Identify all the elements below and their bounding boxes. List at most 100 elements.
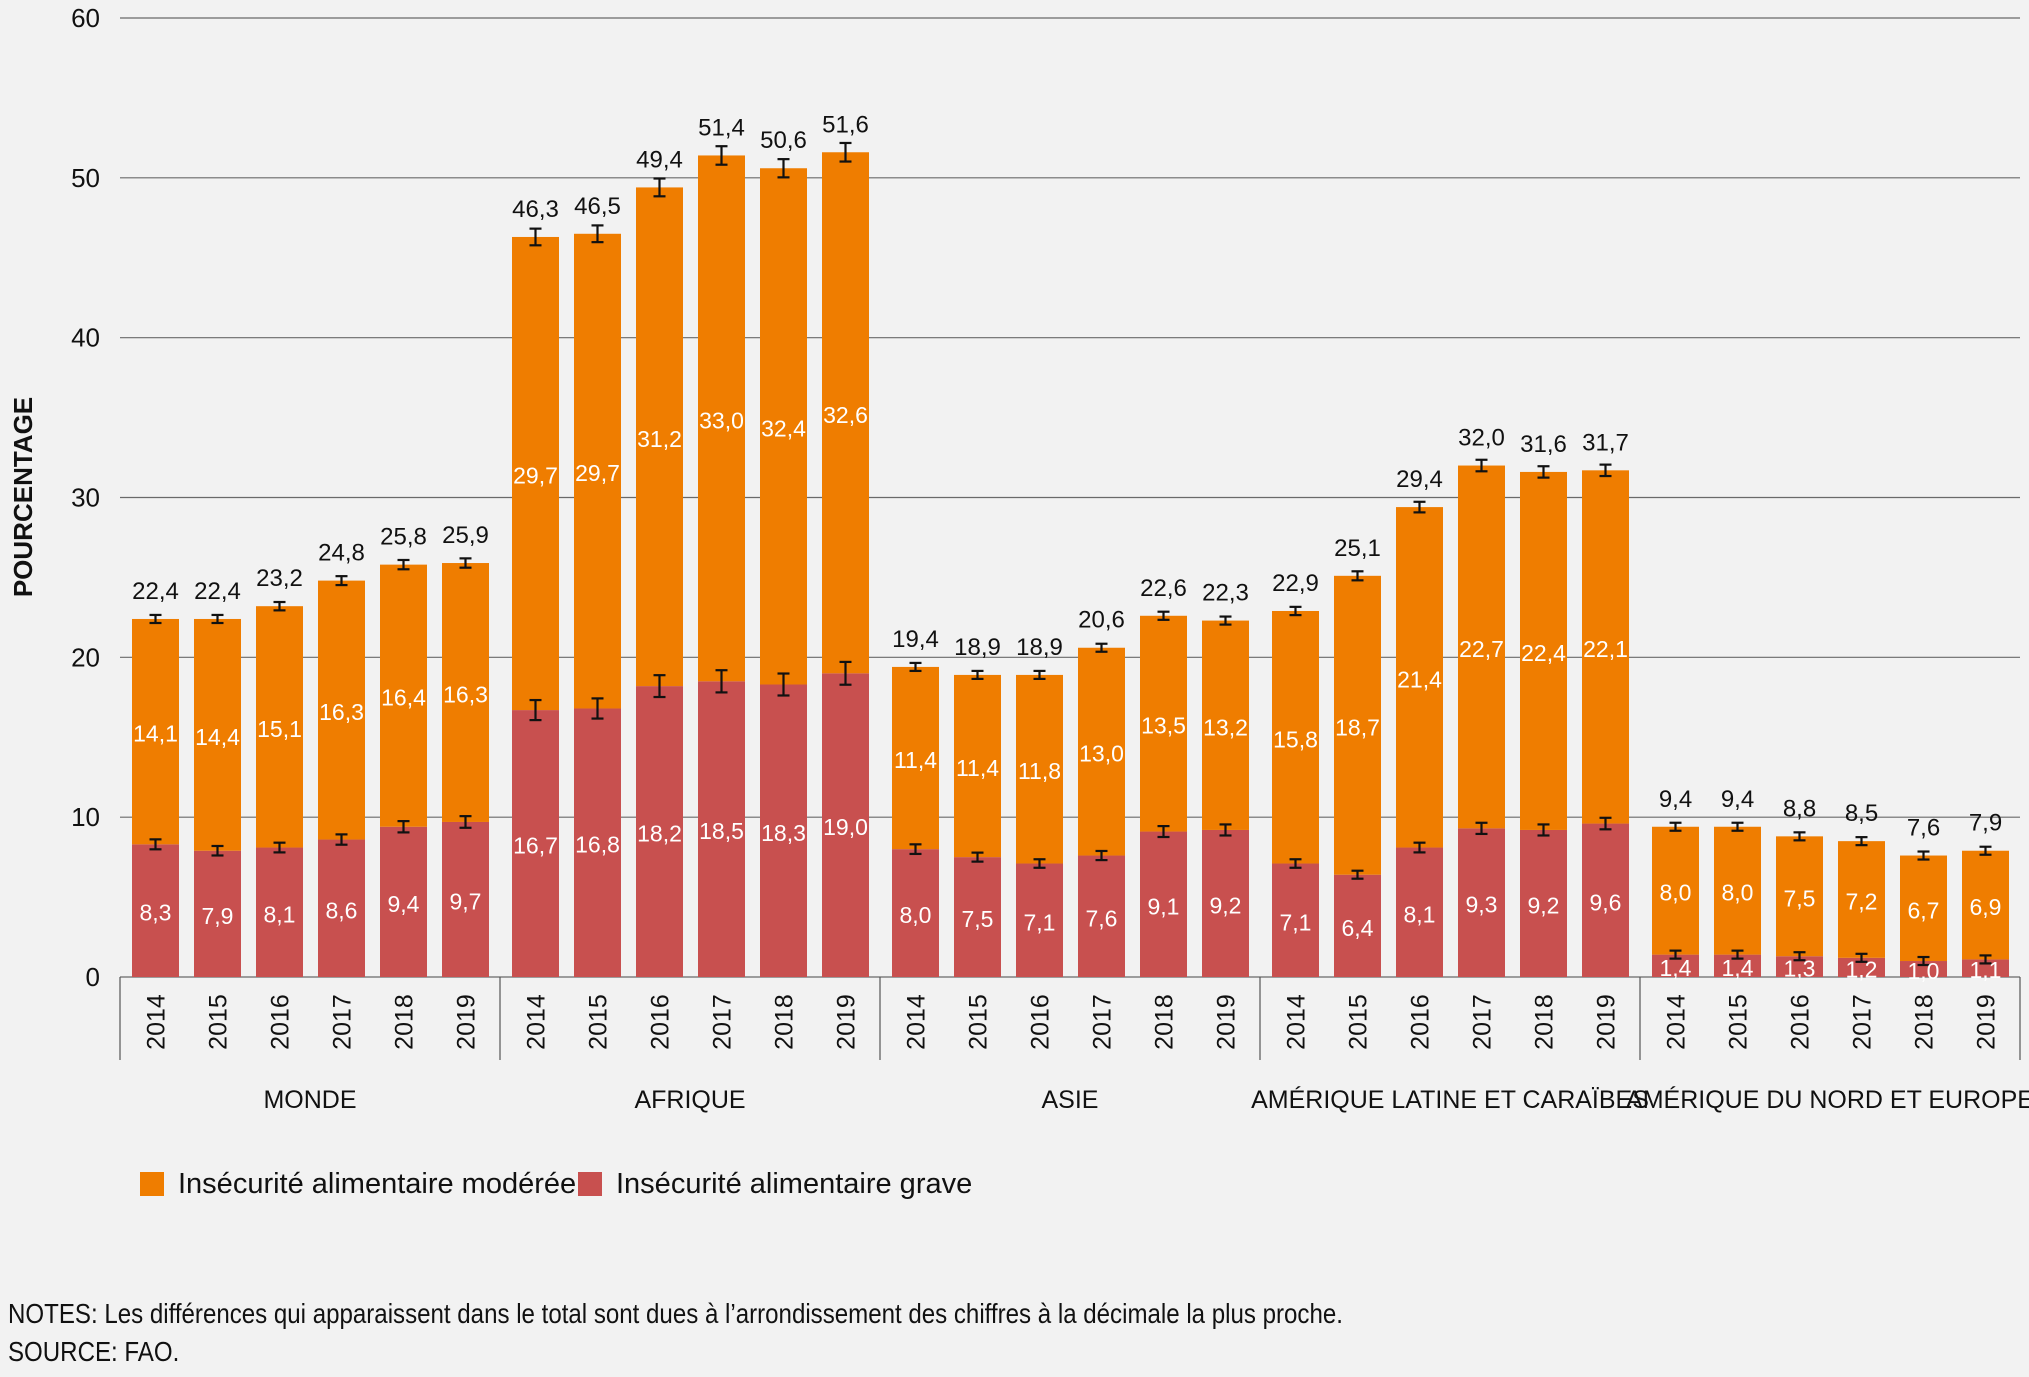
x-tick-label-year: 2016 (1027, 994, 1055, 1050)
error-bar-severe (1219, 823, 1232, 837)
label-severe: 7,1 (1024, 909, 1056, 935)
label-total: 29,4 (1396, 466, 1443, 493)
label-moderate: 33,0 (699, 407, 744, 433)
label-total: 51,4 (698, 114, 745, 141)
bar-moderate (1202, 620, 1249, 830)
bar-moderate (892, 666, 939, 850)
error-bar-total (1731, 821, 1744, 832)
bar-moderate (512, 236, 559, 711)
label-severe: 1,3 (1784, 956, 1816, 982)
label-moderate: 22,4 (1521, 640, 1566, 666)
label-total: 9,4 (1659, 786, 1692, 813)
label-severe: 18,5 (699, 818, 744, 844)
label-severe: 8,1 (264, 901, 296, 927)
label-severe: 8,0 (900, 902, 932, 928)
error-bar-severe (1157, 824, 1170, 839)
x-tick-label-year: 2018 (1151, 994, 1179, 1050)
x-tick-label-year: 2019 (453, 994, 481, 1050)
error-bar-total (1917, 850, 1930, 861)
label-total: 23,2 (256, 565, 303, 592)
error-bar-severe (971, 851, 984, 863)
label-severe: 7,5 (962, 906, 994, 932)
error-bar-severe (653, 674, 666, 699)
bar-moderate (1272, 610, 1319, 864)
bar-severe (442, 821, 489, 977)
error-bar-total (1855, 836, 1868, 847)
group-label: MONDE (263, 1086, 356, 1114)
label-severe: 9,2 (1210, 892, 1242, 918)
legend-label-severe: Insécurité alimentaire grave (616, 1168, 972, 1200)
bar-severe (1714, 954, 1761, 977)
error-bar-severe (397, 820, 410, 834)
error-bar-severe (777, 672, 790, 697)
error-bar-total (1669, 821, 1682, 832)
label-total: 22,4 (132, 578, 179, 605)
bar-severe (194, 850, 241, 977)
x-tick-label-year: 2014 (1663, 994, 1691, 1050)
bar-severe (760, 684, 807, 977)
label-total: 32,0 (1458, 425, 1505, 452)
bar-severe (892, 849, 939, 977)
label-severe: 6,4 (1342, 915, 1374, 941)
bar-severe (1962, 959, 2009, 977)
error-bar-severe (149, 838, 162, 851)
y-tick-label: 60 (71, 3, 100, 33)
error-bar-total (1095, 642, 1108, 653)
bar-moderate (132, 618, 179, 845)
notes-block: NOTES: Les différences qui apparaissent … (8, 1295, 1343, 1371)
legend-label-moderate: Insécurité alimentaire modérée (178, 1168, 576, 1200)
bar-severe (512, 710, 559, 977)
error-bar-total (971, 669, 984, 681)
bar-severe (1520, 829, 1567, 977)
label-moderate: 32,4 (761, 415, 806, 441)
x-tick-label-year: 2018 (1531, 994, 1559, 1050)
x-tick-label-year: 2015 (965, 994, 993, 1050)
bar-moderate (698, 155, 745, 682)
label-moderate: 7,2 (1846, 888, 1878, 914)
label-moderate: 16,4 (381, 685, 426, 711)
chart-svg: 0 10 20 30 40 50 60 POURCENTAGE 8,3 14,1 22,4 2014 7… (8, 3, 2029, 1200)
label-severe: 1,2 (1846, 956, 1878, 982)
label-total: 51,6 (822, 111, 869, 138)
label-severe: 9,6 (1590, 889, 1622, 915)
bar-severe (1272, 863, 1319, 977)
label-severe: 18,3 (761, 820, 806, 846)
x-tick-label-year: 2015 (1725, 994, 1753, 1050)
x-tick-label-year: 2019 (1973, 994, 2001, 1050)
bar-severe (1078, 855, 1125, 977)
label-total: 18,9 (954, 634, 1001, 661)
error-bar-total (1537, 465, 1550, 479)
label-severe: 9,7 (450, 888, 482, 914)
bar-severe (1458, 828, 1505, 977)
bar-severe (1396, 847, 1443, 977)
label-moderate: 13,0 (1079, 741, 1124, 767)
x-tick-label-year: 2019 (833, 994, 861, 1050)
x-tick-label-year: 2014 (903, 994, 931, 1050)
error-bar-severe (1731, 949, 1744, 960)
bar-moderate (954, 674, 1001, 858)
group-label: ASIE (1042, 1086, 1099, 1114)
label-total: 46,5 (574, 193, 621, 220)
bar-severe (822, 673, 869, 977)
bar-moderate (1776, 836, 1823, 957)
y-tick-label: 10 (71, 802, 100, 832)
label-moderate: 11,4 (956, 755, 999, 781)
label-moderate: 18,7 (1335, 714, 1380, 740)
error-bar-total (397, 558, 410, 571)
bar-moderate (574, 233, 621, 709)
x-tick-label-year: 2018 (391, 994, 419, 1050)
error-bar-total (273, 600, 286, 612)
error-bar-total (211, 613, 224, 625)
bar-severe (318, 839, 365, 977)
error-bar-total (909, 661, 922, 673)
label-moderate: 13,2 (1203, 714, 1248, 740)
bar-moderate (1838, 841, 1885, 958)
label-moderate: 29,7 (575, 460, 620, 486)
group-label: AMÉRIQUE LATINE ET CARAÏBES (1251, 1085, 1649, 1114)
bar-severe (636, 686, 683, 977)
x-tick-label-year: 2015 (205, 994, 233, 1050)
error-bar-total (529, 227, 542, 247)
label-total: 19,4 (892, 626, 939, 653)
label-severe: 9,4 (388, 891, 420, 917)
